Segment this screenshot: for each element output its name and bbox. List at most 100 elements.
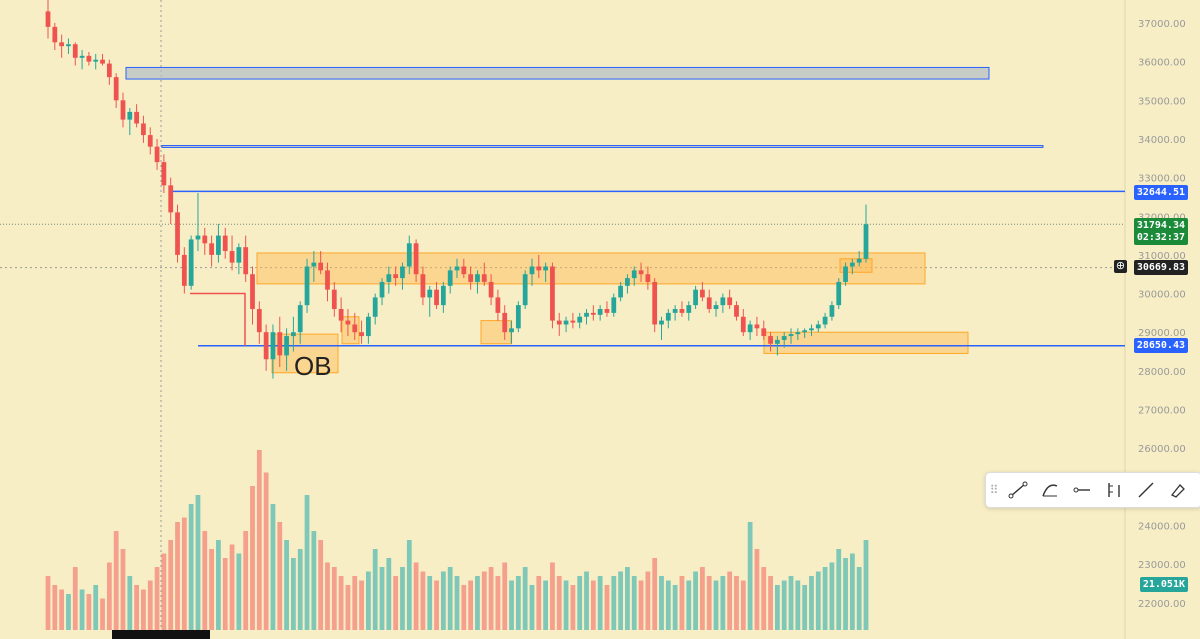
volume-bar xyxy=(256,450,262,630)
volume-bar xyxy=(175,522,180,630)
candle-body xyxy=(127,111,133,120)
candle-body xyxy=(481,274,487,282)
candle-body xyxy=(284,336,289,356)
volume-bar xyxy=(141,589,146,630)
candle-body xyxy=(345,320,351,325)
volume-bar xyxy=(795,580,801,630)
candle-body xyxy=(141,123,146,136)
candle-body xyxy=(59,42,65,47)
volume-bar xyxy=(522,567,528,630)
volume-bar xyxy=(325,562,330,630)
volume-bar xyxy=(434,580,439,630)
volume-bar xyxy=(672,585,678,630)
volume-bar xyxy=(543,580,549,630)
volume-bar xyxy=(515,576,521,630)
candle-body xyxy=(734,305,739,317)
candle-body xyxy=(475,274,480,282)
y-tick-label: 29000.00 xyxy=(1138,328,1186,339)
volume-bar xyxy=(693,571,698,630)
add-plus-icon[interactable]: ⊕ xyxy=(1114,260,1127,273)
volume-bar xyxy=(727,571,733,630)
current-price-label: 31794.34 xyxy=(1133,218,1188,233)
volume-bar xyxy=(761,567,767,630)
volume-bar xyxy=(427,576,433,630)
candle-body xyxy=(113,77,119,101)
volume-bar xyxy=(488,567,494,630)
volume-bar xyxy=(652,558,658,630)
candle-body xyxy=(836,281,842,306)
candle-body xyxy=(672,309,678,313)
volume-bar xyxy=(747,522,753,630)
volume-bar xyxy=(100,598,105,630)
ob-annotation: OB xyxy=(294,351,332,381)
volume-bar xyxy=(59,589,65,630)
volume-bar xyxy=(209,549,214,630)
candle-body xyxy=(597,309,603,315)
volume-bar xyxy=(563,580,569,630)
volume-bar xyxy=(461,585,467,630)
candle-body xyxy=(747,324,753,333)
line-icon[interactable] xyxy=(1130,475,1162,505)
candle-body xyxy=(604,309,610,313)
volume-bar xyxy=(788,576,794,630)
volume-bar xyxy=(181,517,187,630)
y-tick-label: 27000.00 xyxy=(1138,406,1186,417)
candle-body xyxy=(829,305,835,317)
drag-handle-icon[interactable]: ⠿ xyxy=(989,483,999,497)
candle-body xyxy=(863,224,869,259)
curve-icon[interactable] xyxy=(1034,475,1066,505)
candle-body xyxy=(427,289,433,298)
candle-body xyxy=(686,305,692,313)
candle-body xyxy=(768,336,773,344)
trend-line-icon[interactable] xyxy=(1002,475,1034,505)
candle-body xyxy=(774,339,780,344)
volume-bar xyxy=(822,567,828,630)
volume-bar xyxy=(202,531,208,630)
candle-body xyxy=(645,274,651,282)
volume-bar xyxy=(229,544,235,630)
candle-body xyxy=(488,281,494,298)
candle-body xyxy=(761,328,767,337)
volume-bar xyxy=(359,580,364,630)
volume-bar xyxy=(665,580,671,630)
candle-body xyxy=(802,330,808,333)
volume-bar xyxy=(277,522,283,630)
volume-bar xyxy=(502,562,508,630)
volume-bar xyxy=(147,580,153,630)
brush-icon[interactable] xyxy=(1162,475,1194,505)
candle-body xyxy=(222,235,228,252)
long-position-icon[interactable] xyxy=(1098,475,1130,505)
volume-bar xyxy=(154,567,160,630)
candle-body xyxy=(161,162,167,186)
volume-bar xyxy=(556,576,562,630)
volume-bar xyxy=(216,540,221,630)
candle-body xyxy=(440,285,446,306)
volume-bar xyxy=(250,486,255,630)
candle-body xyxy=(243,247,249,275)
y-tick-label: 31000.00 xyxy=(1138,251,1186,262)
candle-body xyxy=(154,146,160,163)
candle-body xyxy=(577,316,583,323)
horizontal-ray-icon[interactable] xyxy=(1066,475,1098,505)
candle-body xyxy=(693,289,698,306)
volume-bar xyxy=(222,558,228,630)
volume-bar xyxy=(447,567,453,630)
candle-body xyxy=(509,328,514,333)
volume-bar xyxy=(66,594,71,630)
volume-bar xyxy=(284,540,289,630)
volume-bar xyxy=(754,549,760,630)
candle-body xyxy=(447,270,453,286)
candle-body xyxy=(181,254,187,286)
candle-body xyxy=(250,274,255,310)
candle-body xyxy=(263,332,269,360)
candle-body xyxy=(815,324,821,329)
candle-body xyxy=(679,309,685,313)
volume-bar xyxy=(843,558,848,630)
volume-bar xyxy=(836,549,842,630)
ob-zone xyxy=(271,333,339,374)
volume-bar xyxy=(365,571,371,630)
volume-bar xyxy=(481,571,487,630)
volume-bar xyxy=(550,562,555,630)
